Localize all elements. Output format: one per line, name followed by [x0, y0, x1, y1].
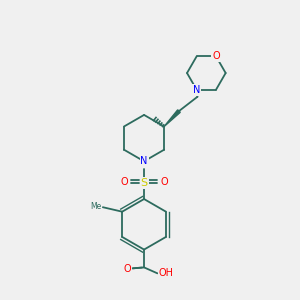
Text: S: S: [140, 178, 148, 188]
Text: O: O: [212, 51, 220, 61]
Text: O: O: [123, 265, 131, 275]
Text: O: O: [160, 176, 168, 187]
Text: O: O: [120, 176, 128, 187]
Polygon shape: [164, 110, 180, 127]
Text: N: N: [140, 156, 148, 166]
Text: OH: OH: [159, 268, 174, 278]
Text: Me: Me: [91, 202, 102, 211]
Text: N: N: [193, 85, 200, 95]
